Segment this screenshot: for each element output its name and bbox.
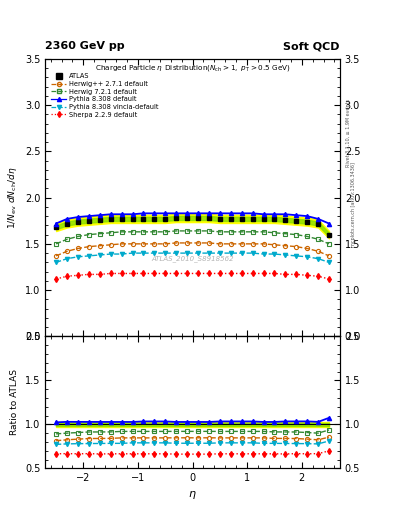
X-axis label: $\eta$: $\eta$ — [188, 489, 197, 501]
Text: Soft QCD: Soft QCD — [283, 41, 340, 51]
Text: mcplots.cern.ch [arXiv:1306.3436]: mcplots.cern.ch [arXiv:1306.3436] — [351, 162, 356, 247]
Y-axis label: $1/N_{\rm ev}\ dN_{\rm ch}/d\eta$: $1/N_{\rm ev}\ dN_{\rm ch}/d\eta$ — [6, 166, 19, 229]
Text: ATLAS_2010_S8918562: ATLAS_2010_S8918562 — [151, 255, 234, 262]
Text: 2360 GeV pp: 2360 GeV pp — [45, 41, 125, 51]
Y-axis label: Ratio to ATLAS: Ratio to ATLAS — [10, 370, 19, 435]
Text: Charged Particle$\,\eta\,$ Distribution($N_{\rm ch} > 1,\ p_{\rm T} > 0.5$ GeV): Charged Particle$\,\eta\,$ Distribution(… — [95, 63, 290, 73]
Text: Rivet 3.1.10, ≥ 1.9M events: Rivet 3.1.10, ≥ 1.9M events — [346, 99, 351, 167]
Legend: ATLAS, Herwig++ 2.7.1 default, Herwig 7.2.1 default, Pythia 8.308 default, Pythi: ATLAS, Herwig++ 2.7.1 default, Herwig 7.… — [51, 73, 158, 118]
